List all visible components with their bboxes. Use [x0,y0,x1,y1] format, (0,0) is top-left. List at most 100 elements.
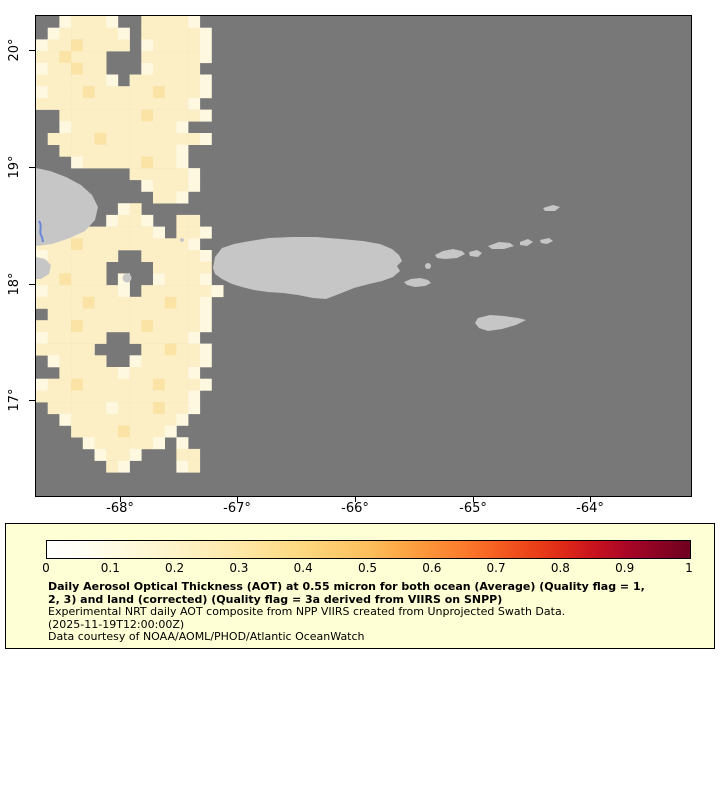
aot-cell [164,425,177,438]
aot-cell [188,226,201,239]
aot-cell [164,367,177,379]
aot-cell [82,39,95,52]
aot-cell [82,97,95,110]
aot-cell [188,62,201,75]
colorbar-tick-label: 0.9 [615,561,635,575]
aot-cell [129,367,142,379]
aot-cell [106,97,119,110]
aot-cell [199,226,212,239]
x-axis-label: -64° [576,501,604,516]
aot-cell [164,308,177,321]
aot-cell [117,413,130,426]
aot-cell [82,285,95,298]
aot-cell [153,367,165,379]
colorbar-tick-label: 0.1 [100,561,120,575]
aot-cell [176,27,189,40]
aot-cell [71,413,84,426]
aot-cell [153,413,165,426]
x-axis-tick [473,496,474,502]
x-axis-tick [237,496,238,502]
aot-cell [141,156,154,169]
land-anegada [543,205,560,211]
aot-cell [59,121,72,134]
aot-cell [82,238,95,251]
land-st-john [469,250,482,257]
aot-cell [188,214,201,227]
aot-cell [176,378,189,391]
aot-cell [141,226,154,239]
aot-cell [153,331,165,344]
aot-cell [188,285,201,298]
aot-cell [153,261,165,274]
aot-cell [36,86,48,99]
aot-cell [59,86,72,99]
aot-cell [141,86,154,99]
land-puerto-rico [213,237,402,299]
aot-cell [164,261,177,274]
aot-cell [153,308,165,321]
colorbar [46,540,691,559]
aot-cell [82,308,95,321]
aot-cell [82,296,95,309]
aot-cell [36,51,48,64]
legend-text: Daily Aerosol Optical Thickness (AOT) at… [48,580,645,644]
aot-cell [106,367,119,379]
aot-cell [94,226,107,239]
aot-cell [199,273,212,286]
aot-cell [117,320,130,333]
aot-cell [82,16,95,28]
aot-cell [176,402,189,415]
aot-cell [129,331,142,344]
aot-cell [129,320,142,333]
aot-cell [141,425,154,438]
aot-cell [59,390,72,403]
aot-cell [94,238,107,251]
aot-cell [129,203,142,216]
aot-cell [129,168,142,181]
aot-cell [36,62,48,75]
aot-cell [188,97,201,110]
aot-cell [188,133,201,145]
aot-cell [106,460,119,473]
aot-cell [59,62,72,75]
aot-cell [59,261,72,274]
aot-cell [199,133,212,145]
aot-cell [106,378,119,391]
aot-cell [164,191,177,204]
aot-cell [47,62,60,75]
aot-cell [199,27,212,40]
aot-cell [71,367,84,379]
aot-cell [188,308,201,321]
aot-cell [36,331,48,344]
aot-cell [47,74,60,87]
map-plot-area [35,15,692,497]
aot-cell [188,168,201,181]
aot-cell [188,378,201,391]
aot-cell [47,378,60,391]
aot-cell [153,179,165,192]
aot-cell [176,214,189,227]
aot-cell [117,238,130,251]
aot-cell [176,390,189,403]
aot-cell [59,144,72,157]
aot-cell [117,144,130,157]
x-axis-tick [590,496,591,502]
aot-cell [188,273,201,286]
aot-cell [153,425,165,438]
aot-cell [94,133,107,145]
colorbar-tick-label: 0.5 [357,561,378,575]
land-culebra [425,263,431,269]
aot-cell [141,390,154,403]
aot-cell [59,402,72,415]
aot-cell [153,437,165,450]
aot-cell [164,121,177,134]
aot-cell [82,109,95,122]
aot-cell [59,97,72,110]
aot-cell [141,285,154,298]
aot-cell [129,437,142,450]
aot-cell [36,343,48,356]
aot-cell [176,39,189,52]
aot-cell [176,74,189,87]
aot-cell [94,448,107,461]
aot-cell [164,273,177,286]
